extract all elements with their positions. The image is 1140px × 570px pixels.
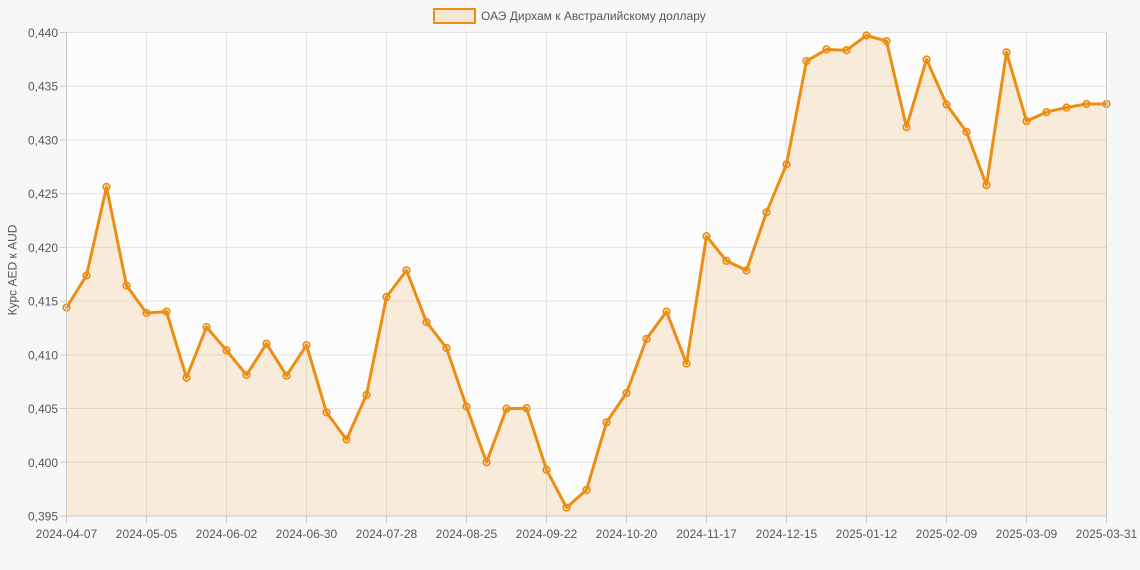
svg-text:0,425: 0,425 (28, 187, 58, 201)
svg-text:0,405: 0,405 (28, 402, 58, 416)
svg-text:2024-05-05: 2024-05-05 (116, 527, 178, 541)
svg-text:0,420: 0,420 (28, 241, 58, 255)
svg-text:0,435: 0,435 (28, 80, 58, 94)
svg-text:2025-01-12: 2025-01-12 (836, 527, 898, 541)
svg-text:0,415: 0,415 (28, 295, 58, 309)
svg-text:0,440: 0,440 (28, 26, 58, 40)
svg-text:2024-12-15: 2024-12-15 (756, 527, 818, 541)
svg-text:2024-11-17: 2024-11-17 (676, 527, 737, 541)
svg-text:2024-04-07: 2024-04-07 (36, 527, 98, 541)
svg-text:2025-03-31: 2025-03-31 (1076, 527, 1138, 541)
svg-text:2025-03-09: 2025-03-09 (996, 527, 1058, 541)
svg-text:2024-09-22: 2024-09-22 (516, 527, 578, 541)
svg-text:2024-06-02: 2024-06-02 (196, 527, 258, 541)
svg-text:2024-06-30: 2024-06-30 (276, 527, 338, 541)
svg-text:0,395: 0,395 (28, 510, 58, 524)
svg-text:0,400: 0,400 (28, 456, 58, 470)
svg-text:2024-10-20: 2024-10-20 (596, 527, 658, 541)
svg-text:ОАЭ Дирхам к Австралийскому до: ОАЭ Дирхам к Австралийскому доллару (481, 9, 706, 23)
svg-text:2024-07-28: 2024-07-28 (356, 527, 418, 541)
svg-text:2024-08-25: 2024-08-25 (436, 527, 498, 541)
svg-text:0,430: 0,430 (28, 133, 58, 147)
svg-text:0,410: 0,410 (28, 348, 58, 362)
svg-text:Курс AED к AUD: Курс AED к AUD (6, 224, 20, 315)
svg-text:2025-02-09: 2025-02-09 (916, 527, 978, 541)
